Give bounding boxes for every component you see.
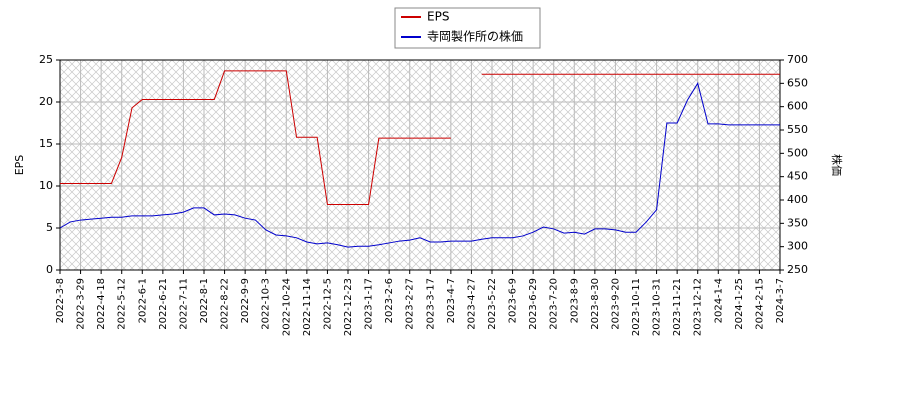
- x-tick-label: 2022-12-23: [343, 278, 354, 336]
- legend-label: EPS: [427, 10, 449, 24]
- y2-tick-label: 700: [787, 53, 808, 66]
- y2-tick-label: 500: [787, 146, 808, 159]
- y-tick-label: 10: [39, 179, 53, 192]
- x-tick-label: 2022-6-21: [158, 278, 169, 330]
- x-tick-label: 2023-10-31: [652, 278, 663, 336]
- x-tick-label: 2023-4-27: [466, 278, 477, 330]
- y2-tick-label: 350: [787, 216, 808, 229]
- x-tick-label: 2024-2-15: [754, 278, 765, 330]
- x-tick-label: 2023-2-6: [384, 278, 395, 323]
- y2-tick-label: 550: [787, 123, 808, 136]
- y-tick-label: 20: [39, 95, 53, 108]
- x-tick-label: 2023-9-20: [610, 278, 621, 330]
- x-tick-label: 2023-11-21: [672, 278, 683, 336]
- legend-label: 寺岡製作所の株価: [427, 29, 523, 44]
- y-tick-label: 5: [46, 221, 53, 234]
- x-tick-label: 2022-5-12: [117, 278, 128, 330]
- y-tick-label: 25: [39, 53, 53, 66]
- y2-tick-label: 600: [787, 100, 808, 113]
- x-tick-label: 2023-5-22: [487, 278, 498, 330]
- x-tick-label: 2024-1-4: [713, 278, 724, 323]
- x-tick-label: 2023-3-17: [425, 278, 436, 330]
- y-tick-label: 15: [39, 137, 53, 150]
- x-tick-label: 2023-8-30: [590, 278, 601, 330]
- x-tick-label: 2023-7-20: [549, 278, 560, 330]
- y2-tick-label: 400: [787, 193, 808, 206]
- x-tick-label: 2022-10-3: [261, 278, 272, 330]
- plot-background: [60, 60, 780, 270]
- x-tick-label: 2023-1-17: [364, 278, 375, 330]
- y2-tick-label: 250: [787, 263, 808, 276]
- x-tick-label: 2024-1-25: [734, 278, 745, 330]
- x-tick-label: 2022-8-22: [220, 278, 231, 330]
- x-tick-label: 2022-12-5: [322, 278, 333, 330]
- y2-tick-label: 650: [787, 76, 808, 89]
- x-tick-label: 2022-11-14: [302, 278, 313, 336]
- x-tick-label: 2024-3-7: [775, 278, 786, 323]
- series-line: [60, 70, 780, 205]
- x-tick-label: 2022-10-24: [281, 278, 292, 336]
- y-tick-label: 0: [46, 263, 53, 276]
- x-tick-label: 2022-9-9: [240, 278, 251, 323]
- x-tick-label: 2023-2-27: [405, 278, 416, 330]
- x-tick-label: 2023-4-7: [446, 278, 457, 323]
- series-line: [59, 82, 780, 248]
- x-tick-label: 2022-4-18: [96, 278, 107, 330]
- x-tick-label: 2023-8-9: [569, 278, 580, 323]
- x-tick-label: 2022-6-1: [137, 278, 148, 323]
- plot-frame: [59, 59, 781, 271]
- x-tick-label: 2022-3-8: [55, 278, 66, 323]
- y2-tick-label: 450: [787, 170, 808, 183]
- x-tick-label: 2022-3-29: [76, 278, 87, 330]
- y2-tick-label: 300: [787, 240, 808, 253]
- legend: [394, 7, 541, 49]
- x-tick-label: 2023-6-9: [508, 278, 519, 323]
- x-tick-label: 2022-8-1: [199, 278, 210, 323]
- x-tick-label: 2022-7-11: [178, 278, 189, 330]
- y2-axis-label: 株価: [830, 154, 844, 176]
- x-tick-label: 2023-10-11: [631, 278, 642, 336]
- x-tick-label: 2023-12-12: [693, 278, 704, 336]
- x-tick-label: 2023-6-29: [528, 278, 539, 330]
- y-axis-label: EPS: [13, 155, 26, 176]
